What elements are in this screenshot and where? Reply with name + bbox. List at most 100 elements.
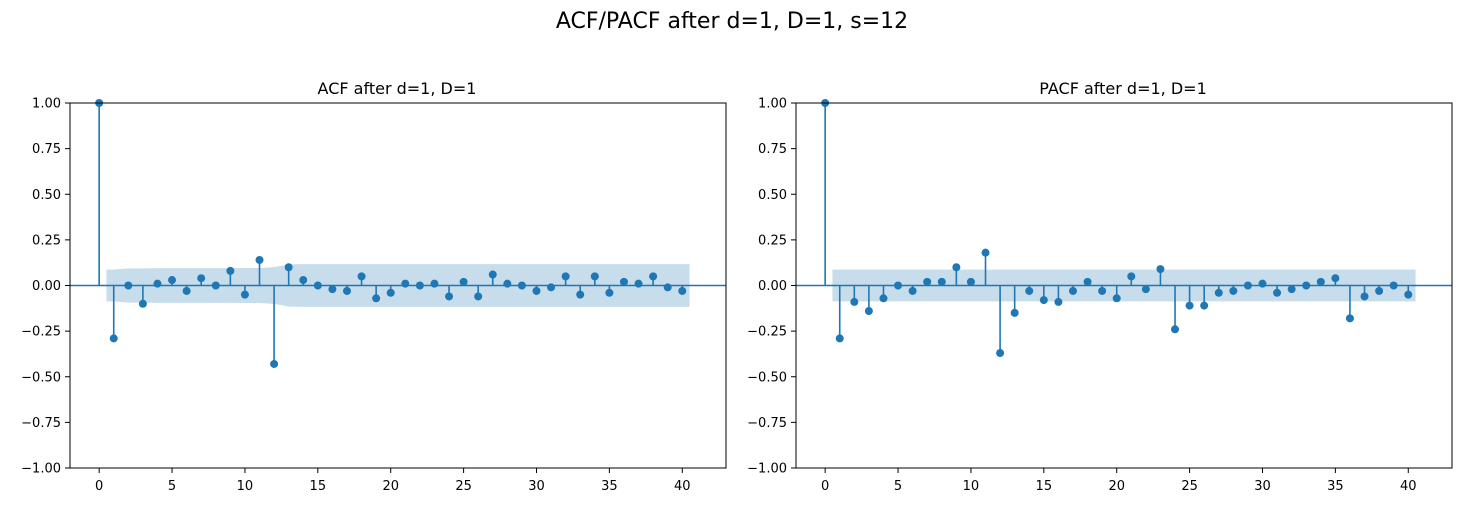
pacf-marker-lag-36 (1345, 314, 1354, 323)
pacf-marker-lag-38 (1375, 286, 1384, 295)
acf-marker-lag-37 (634, 279, 643, 288)
pacf-marker-lag-3 (864, 307, 873, 316)
pacf-marker-lag-16 (1054, 297, 1063, 306)
pacf-marker-lag-28 (1229, 286, 1238, 295)
acf-xtick-label-0: 0 (95, 479, 103, 494)
acf-marker-lag-11 (255, 255, 264, 264)
acf-marker-lag-14 (299, 276, 308, 285)
pacf-marker-lag-35 (1331, 274, 1340, 283)
pacf-xtick-label-20: 20 (1108, 479, 1125, 494)
pacf-marker-lag-24 (1171, 325, 1180, 334)
pacf-title: PACF after d=1, D=1 (1039, 79, 1207, 98)
pacf-marker-lag-15 (1039, 296, 1048, 305)
pacf-ytick-label-0: 1.00 (758, 97, 787, 112)
acf-xtick-label-25: 25 (455, 479, 472, 494)
pacf-marker-lag-40 (1404, 290, 1413, 299)
pacf-xtick-label-35: 35 (1327, 479, 1344, 494)
pacf-marker-lag-9 (952, 263, 961, 272)
pacf-xtick-label-25: 25 (1181, 479, 1198, 494)
acf-marker-lag-23 (430, 279, 439, 288)
acf-ytick-label-3: 0.25 (32, 233, 61, 248)
acf-ytick-label-4: 0.00 (32, 279, 61, 294)
acf-marker-lag-17 (342, 286, 351, 295)
acf-ytick-label-8: −1.00 (21, 462, 61, 477)
pacf-xtick-label-10: 10 (963, 479, 980, 494)
acf-marker-lag-38 (649, 272, 658, 281)
acf-marker-lag-34 (590, 272, 599, 281)
pacf-marker-lag-20 (1112, 294, 1121, 303)
pacf-marker-lag-18 (1083, 277, 1092, 286)
pacf-marker-lag-25 (1185, 301, 1194, 310)
acf-marker-lag-1 (109, 334, 118, 343)
acf-marker-lag-21 (401, 279, 410, 288)
pacf-marker-lag-17 (1068, 286, 1077, 295)
pacf-marker-lag-23 (1156, 265, 1165, 274)
pacf-marker-lag-13 (1010, 308, 1019, 317)
acf-panel: ACF after d=1, D=1 0 5 10 15 20 25 30 35 40 1.00 0… (21, 79, 727, 494)
pacf-marker-lag-19 (1098, 286, 1107, 295)
acf-marker-lag-9 (226, 266, 235, 275)
acf-marker-lag-22 (415, 281, 424, 290)
pacf-marker-lag-33 (1302, 281, 1311, 290)
acf-title: ACF after d=1, D=1 (318, 79, 477, 98)
pacf-marker-lag-8 (937, 277, 946, 286)
pacf-marker-lag-21 (1127, 272, 1136, 281)
pacf-marker-lag-5 (894, 281, 903, 290)
pacf-marker-lag-6 (908, 286, 917, 295)
pacf-marker-lag-2 (850, 297, 859, 306)
acf-marker-lag-39 (663, 283, 672, 292)
acf-xtick-label-15: 15 (310, 479, 327, 494)
pacf-ytick-label-7: −0.75 (747, 416, 787, 431)
pacf-marker-lag-29 (1243, 281, 1252, 290)
acf-marker-lag-5 (168, 276, 177, 285)
acf-marker-lag-30 (532, 286, 541, 295)
figure-title: ACF/PACF after d=1, D=1, s=12 (556, 9, 908, 34)
acf-marker-lag-27 (488, 270, 497, 279)
acf-xtick-label-30: 30 (528, 479, 545, 494)
acf-marker-lag-13 (284, 263, 293, 272)
pacf-xtick-label-40: 40 (1400, 479, 1417, 494)
pacf-ytick-label-6: −0.50 (747, 370, 787, 385)
acf-marker-lag-31 (547, 283, 556, 292)
acf-marker-lag-28 (503, 279, 512, 288)
pacf-marker-lag-30 (1258, 279, 1267, 288)
acf-marker-lag-7 (197, 274, 206, 283)
acf-marker-lag-33 (576, 290, 585, 299)
acf-xtick-label-35: 35 (601, 479, 618, 494)
pacf-marker-lag-31 (1273, 288, 1282, 297)
acf-xtick-label-5: 5 (168, 479, 176, 494)
pacf-marker-lag-34 (1316, 277, 1325, 286)
pacf-xtick-label-30: 30 (1254, 479, 1271, 494)
pacf-ytick-label-3: 0.25 (758, 233, 787, 248)
acf-ytick-label-5: −0.25 (21, 325, 61, 340)
acf-marker-lag-10 (240, 290, 249, 299)
acf-marker-lag-26 (474, 292, 483, 301)
acf-marker-lag-40 (678, 286, 687, 295)
pacf-ytick-label-5: −0.25 (747, 325, 787, 340)
acf-marker-lag-24 (445, 292, 454, 301)
pacf-marker-lag-1 (835, 334, 844, 343)
acf-ytick-label-2: 0.50 (32, 188, 61, 203)
acf-marker-lag-12 (270, 359, 279, 368)
acf-ytick-label-0: 1.00 (32, 97, 61, 112)
pacf-marker-lag-32 (1287, 285, 1296, 294)
acf-marker-lag-19 (372, 294, 381, 303)
acf-marker-lag-35 (605, 288, 614, 297)
acf-xtick-label-40: 40 (674, 479, 691, 494)
acf-marker-lag-2 (124, 281, 133, 290)
acf-marker-lag-15 (313, 281, 322, 290)
pacf-marker-lag-7 (923, 277, 932, 286)
acf-marker-lag-8 (211, 281, 220, 290)
pacf-marker-lag-10 (966, 277, 975, 286)
acf-marker-lag-29 (517, 281, 526, 290)
acf-xtick-label-20: 20 (382, 479, 399, 494)
pacf-marker-lag-11 (981, 248, 990, 257)
acf-marker-lag-18 (357, 272, 366, 281)
pacf-marker-lag-37 (1360, 292, 1369, 301)
acf-marker-lag-6 (182, 286, 191, 295)
acf-ytick-label-7: −0.75 (21, 416, 61, 431)
acf-marker-lag-3 (138, 299, 147, 308)
acf-ytick-label-1: 0.75 (32, 142, 61, 157)
pacf-ytick-label-8: −1.00 (747, 462, 787, 477)
